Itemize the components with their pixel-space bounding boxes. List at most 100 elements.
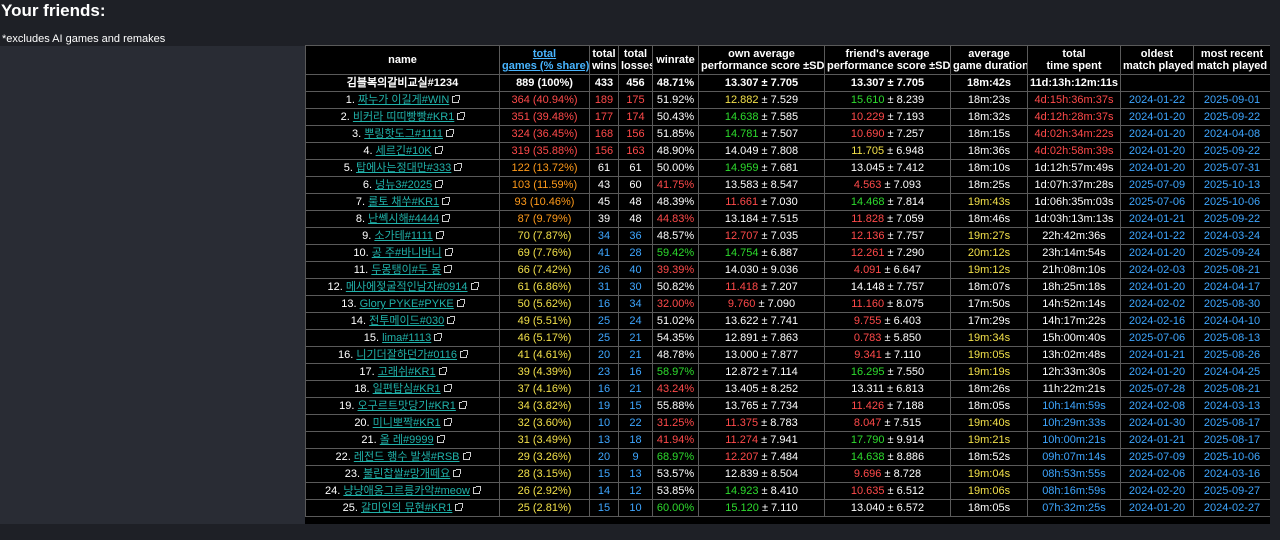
oldest-cell: 2024-02-03	[1120, 261, 1194, 279]
time-spent-cell: 14h:17m:22s	[1027, 312, 1121, 330]
games-cell: 50 (5.62%)	[499, 295, 590, 313]
external-link-icon[interactable]	[434, 146, 443, 154]
recent-cell: 2025-10-13	[1193, 176, 1270, 194]
total-losses: 456	[618, 74, 653, 92]
external-link-icon[interactable]	[447, 316, 456, 324]
col-oldest-match[interactable]: oldest match played	[1120, 45, 1194, 75]
col-total-losses[interactable]: total losses	[618, 45, 653, 75]
friend-link[interactable]: 탑에사는정대만#333	[355, 162, 452, 174]
time-spent-cell: 12h:33m:30s	[1027, 363, 1121, 381]
friend-link[interactable]: 소가테#1111	[374, 230, 433, 242]
col-time-spent[interactable]: total time spent	[1027, 45, 1121, 75]
friend-link[interactable]: Glory PYKE#PYKE	[359, 298, 454, 310]
friend-score-cell: 13.311 ± 6.813	[824, 380, 951, 398]
friend-link[interactable]: 난쎅시해#4444	[368, 213, 440, 225]
external-link-icon[interactable]	[443, 384, 452, 392]
col-total-wins[interactable]: total wins	[589, 45, 619, 75]
row-index: 4.	[363, 145, 373, 157]
friend-link[interactable]: 넝뉴3#2025	[375, 179, 433, 191]
external-link-icon[interactable]	[454, 163, 463, 171]
friend-link[interactable]: 세르긴#10K	[375, 145, 432, 157]
own-score-cell: 13.184 ± 7.515	[698, 210, 825, 228]
recent-cell: 2024-03-13	[1193, 397, 1270, 415]
friend-link[interactable]: lima#1113	[382, 332, 432, 344]
oldest-cell: 2024-01-20	[1120, 278, 1194, 296]
external-link-icon[interactable]	[435, 231, 444, 239]
friend-link[interactable]: 일편탑심#KR1	[372, 383, 441, 395]
oldest-cell: 2024-01-20	[1120, 499, 1194, 517]
friend-link[interactable]: 레전드 행수 발생#RSB	[353, 451, 460, 463]
friend-link[interactable]: 고래쉬#KR1	[377, 366, 436, 378]
friend-row: 7. 룰토 채쑤#KR1 93 (10.46%) 45 48 48.39% 11.661 …	[305, 193, 1270, 211]
row-index: 11.	[353, 264, 369, 276]
friend-score-cell: 12.136 ± 7.757	[824, 227, 951, 245]
col-own-score[interactable]: own average performance score ±SD	[698, 45, 825, 75]
recent-cell: 2025-09-22	[1193, 108, 1270, 126]
games-cell: 37 (4.16%)	[499, 380, 590, 398]
external-link-icon[interactable]	[472, 486, 481, 494]
external-link-icon[interactable]	[452, 95, 461, 103]
duration-cell: 19m:06s	[950, 482, 1028, 500]
friend-link[interactable]: 메사에젖굴적인남자#0914	[345, 281, 468, 293]
recent-cell: 2025-08-21	[1193, 261, 1270, 279]
col-friend-score[interactable]: friend's average performance score ±SD	[824, 45, 951, 75]
external-link-icon[interactable]	[457, 112, 466, 120]
external-link-icon[interactable]	[442, 214, 451, 222]
external-link-icon[interactable]	[453, 469, 462, 477]
friend-link[interactable]: 오구르트맛당기#KR1	[357, 400, 456, 412]
own-score-cell: 12.707 ± 7.035	[698, 227, 825, 245]
external-link-icon[interactable]	[438, 367, 447, 375]
external-link-icon[interactable]	[456, 299, 465, 307]
games-cell: 41 (4.61%)	[499, 346, 590, 364]
friend-link[interactable]: 공 주#바니바니	[371, 247, 442, 259]
recent-cell: 2025-08-26	[1193, 346, 1270, 364]
external-link-icon[interactable]	[444, 265, 453, 273]
col-name[interactable]: name	[305, 45, 500, 75]
external-link-icon[interactable]	[442, 197, 451, 205]
friend-link[interactable]: 룰토 채쑤#KR1	[368, 196, 440, 208]
own-score-cell: 14.781 ± 7.507	[698, 125, 825, 143]
col-total-games[interactable]: total games (% share)	[499, 45, 590, 75]
friend-link[interactable]: 올 레#9999	[379, 434, 434, 446]
friend-link[interactable]: 불린찹쌀#망개떼요	[363, 468, 451, 480]
external-link-icon[interactable]	[443, 418, 452, 426]
friend-link[interactable]: 미니뽀짝#KR1	[372, 417, 441, 429]
col-recent-match[interactable]: most recent match played	[1193, 45, 1270, 75]
recent-cell: 2025-07-31	[1193, 159, 1270, 177]
external-link-icon[interactable]	[435, 180, 444, 188]
games-cell: 39 (4.39%)	[499, 363, 590, 381]
col-avg-duration[interactable]: average game duration	[950, 45, 1028, 75]
external-link-icon[interactable]	[444, 248, 453, 256]
oldest-cell: 2025-07-28	[1120, 380, 1194, 398]
left-panel	[0, 46, 305, 524]
external-link-icon[interactable]	[459, 350, 468, 358]
friends-table-container[interactable]: name total games (% share) total wins tota…	[305, 45, 1270, 524]
friend-name-cell: 7. 룰토 채쑤#KR1	[305, 193, 500, 211]
external-link-icon[interactable]	[458, 401, 467, 409]
wins-cell: 25	[589, 312, 619, 330]
external-link-icon[interactable]	[462, 452, 471, 460]
external-link-icon[interactable]	[446, 129, 454, 137]
external-link-icon[interactable]	[470, 282, 479, 290]
friend-link[interactable]: 두몽탱이#두 몽	[371, 264, 442, 276]
friend-link[interactable]: 냥냥애옹그르릉카악#meow	[343, 485, 470, 497]
col-winrate[interactable]: winrate	[652, 45, 699, 75]
time-spent-cell: 15h:00m:40s	[1027, 329, 1121, 347]
external-link-icon[interactable]	[436, 435, 445, 443]
wins-cell: 10	[589, 414, 619, 432]
own-score-cell: 12.882 ± 7.529	[698, 91, 825, 109]
friend-row: 24. 냥냥애옹그르릉카악#meow 26 (2.92%) 14 12 53.85% 14…	[305, 482, 1270, 500]
wins-cell: 156	[589, 142, 619, 160]
friend-link[interactable]: 짜누가 이길게#WIN	[357, 94, 450, 106]
friend-link[interactable]: 비커라 띠띠빵빵#KR1	[352, 111, 455, 123]
friend-link[interactable]: 니기더잘하던가#0116	[356, 349, 457, 361]
external-link-icon[interactable]	[434, 333, 443, 341]
friend-link[interactable]: 갈미인의 뮤현#KR1	[361, 502, 453, 514]
games-cell: 46 (5.17%)	[499, 329, 590, 347]
wins-cell: 41	[589, 244, 619, 262]
friend-link[interactable]: 전투메이드#030	[369, 315, 445, 327]
games-cell: 61 (6.86%)	[499, 278, 590, 296]
friend-score-cell: 14.638 ± 8.886	[824, 448, 951, 466]
external-link-icon[interactable]	[455, 503, 464, 511]
friend-link[interactable]: 뿌링핫도그#1111	[364, 128, 443, 140]
